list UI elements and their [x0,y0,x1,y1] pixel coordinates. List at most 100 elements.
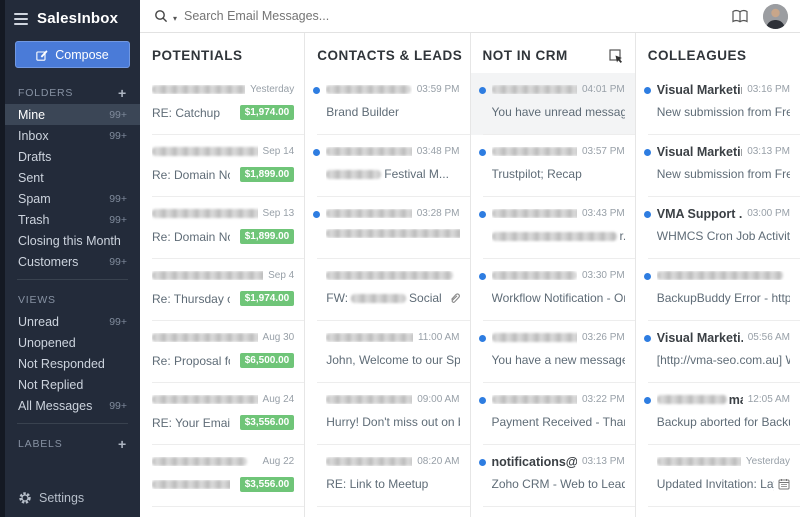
sidebar-item-unread[interactable]: Unread 99+ [18,314,127,329]
list-item[interactable]: Sep 4 Re: Thursday cat... $1,974.00 [140,259,305,321]
column-title: CONTACTS & LEADS [317,48,463,63]
search-icon[interactable] [154,9,168,23]
email-list: 03:59 PM Brand Builder 03:48 PM Festival… [305,73,470,517]
unread-dot [313,211,321,218]
list-item[interactable]: Aug 22 $3,556.00 [140,445,305,507]
list-item[interactable]: 11:00 AM John, Welcome to our Spri... [305,321,470,383]
email-time: Aug 30 [262,332,295,343]
email-subject [326,229,460,238]
select-emails-icon[interactable] [609,48,623,63]
sidebar-item-customers[interactable]: Customers 99+ [18,254,127,269]
list-item[interactable]: 02:04 PM PIAA welcomes reliability-... [471,507,635,517]
email-time: Sep 4 [268,270,295,281]
unread-dot [313,87,321,94]
deal-amount-badge: $6,500.00 [239,353,295,368]
list-item[interactable]: Visual Marketing 03:16 PM New submission … [636,73,800,135]
list-item[interactable]: 3 Sep 14 Re: Domain Noti... $1,899.00 [140,135,305,197]
sidebar-item-not-responded[interactable]: Not Responded [18,356,105,371]
list-item[interactable]: ... 03:26 PM You have a new message f... [471,321,635,383]
sidebar: SalesInbox Compose FOLDERS + Mine 99+ Inb… [0,0,140,517]
unread-dot [643,397,651,404]
calendar-icon [778,478,790,490]
unread-dot [643,335,651,342]
email-time: Sep 13 [262,208,295,219]
list-item[interactable]: VMA Support &...Yesterday WHMCS Cron Job… [636,507,800,517]
email-subject: New submission from Free... [656,105,790,119]
sidebar-item-spam[interactable]: Spam 99+ [18,191,127,206]
main-area: ▾ POTENTIALS Yesterday RE: Catchup $1,974… [140,0,800,517]
email-sender: Visual Marketing [656,82,742,97]
redacted-subject [351,293,407,303]
address-book-icon[interactable] [731,9,749,24]
list-item[interactable]: 09:00 AM Hurry! Don't miss out on b... [305,383,470,445]
unread-dot [643,87,651,94]
redacted-sender [491,395,577,404]
email-time: 03:30 PM [581,270,625,281]
email-list: Visual Marketing 03:16 PM New submission … [636,73,800,517]
redacted-sender [152,85,246,94]
email-time: Yesterday [250,84,295,95]
redacted-sender [656,395,727,404]
sidebar-item-trash[interactable]: Trash 99+ [18,212,127,227]
search-scope-caret-icon[interactable]: ▾ [173,13,178,23]
unread-dot [478,459,486,466]
list-item[interactable]: 03:28 PM [305,197,470,259]
sidebar-divider [17,279,128,280]
email-subject: John, Welcome to our Spri... [326,353,459,367]
list-item[interactable]: Visual Marketing 03:13 PM New submission … [636,135,800,197]
sidebar-item-closing-this-month[interactable]: Closing this Month [18,233,121,248]
sidebar-item-not-replied[interactable]: Not Replied [18,377,84,392]
list-item[interactable]: VMA Support ... 03:00 PM WHMCS Cron Job A… [636,197,800,259]
sidebar-item-drafts[interactable]: Drafts [18,149,52,164]
list-item[interactable]: Aug 21 Re: Full on$13,400.00 [140,507,304,517]
deal-amount-badge: $1,899.00 [239,229,295,244]
list-item[interactable]: 03:30 PM Workflow Notification - Onl... [471,259,635,321]
email-sender: ma... [656,393,743,407]
column-colleagues: COLLEAGUES Visual Marketing 03:16 PM New … [636,33,800,517]
redacted-subject [152,480,230,489]
list-item[interactable]: 03:59 PM Brand Builder [305,73,470,135]
email-subject: Re: Domain Noti... [152,167,230,182]
sidebar-item-unopened[interactable]: Unopened [18,335,76,350]
settings-button[interactable]: Settings [5,479,140,517]
list-item[interactable]: Aug 30 Re: Proposal for... $6,500.00 [140,321,305,383]
sidebar-item-inbox[interactable]: Inbox 99+ [18,128,127,143]
sidebar-item-mine[interactable]: Mine 99+ [5,104,140,125]
list-item[interactable]: 03:22 PM Payment Received - Thank... [471,383,635,445]
list-item[interactable]: 03:57 PM Trustpilot; Recap [471,135,635,197]
email-subject: Updated Invitation: Lay... [656,477,774,491]
list-item[interactable]: 03:43 PM r... [471,197,635,259]
compose-pencil-icon [36,49,48,61]
list-item[interactable]: 04:01 PM You have unread message... [470,73,635,135]
email-time: 03:22 PM [581,394,625,405]
email-sender [491,209,577,218]
list-item[interactable]: Aug 24 RE: Your Email a... $3,556.00 [140,383,305,445]
unread-count: 99+ [109,255,127,268]
add-folder-icon[interactable]: + [118,85,127,101]
list-item[interactable]: BackupBuddy Error - http:/... [636,259,800,321]
list-item[interactable]: 08:20 AM RE: Link to Meetup [305,445,470,507]
redacted-sender [656,271,783,280]
list-item[interactable]: ma... 12:05 AM Backup aborted for Backu..… [636,383,800,445]
list-item[interactable]: Visual Marketi... 05:56 AM [http://vma-se… [636,321,800,383]
add-label-icon[interactable]: + [118,436,127,452]
hamburger-menu-icon[interactable] [14,12,28,25]
list-item[interactable]: Yesterday RE: Catchup $1,974.00 [140,73,305,135]
list-item[interactable]: Yesterday Updated Invitation: Lay... [636,445,800,507]
sidebar-item-all-messages[interactable]: All Messages 99+ [18,398,127,413]
list-item[interactable]: (7 Sep 13 Re: Domain Noti... $1,899.00 [140,197,305,259]
unread-count: 99+ [109,399,127,412]
list-item[interactable]: Yesterday [305,507,469,517]
list-item[interactable]: notifications@z... 03:13 PM Zoho CRM - We… [471,445,635,507]
list-item[interactable]: FW: Social Me... [305,259,470,321]
email-subject: Re: Domain Noti... [152,229,230,244]
gear-icon [18,491,32,505]
compose-button[interactable]: Compose [15,41,130,68]
search-input[interactable] [182,8,483,24]
sidebar-item-sent[interactable]: Sent [18,170,44,185]
list-item[interactable]: 03:48 PM Festival M... [305,135,470,197]
email-sender [152,333,258,342]
unread-count: 99+ [109,108,127,121]
user-avatar[interactable] [763,3,788,29]
email-sender: notifications@z... [491,454,577,469]
